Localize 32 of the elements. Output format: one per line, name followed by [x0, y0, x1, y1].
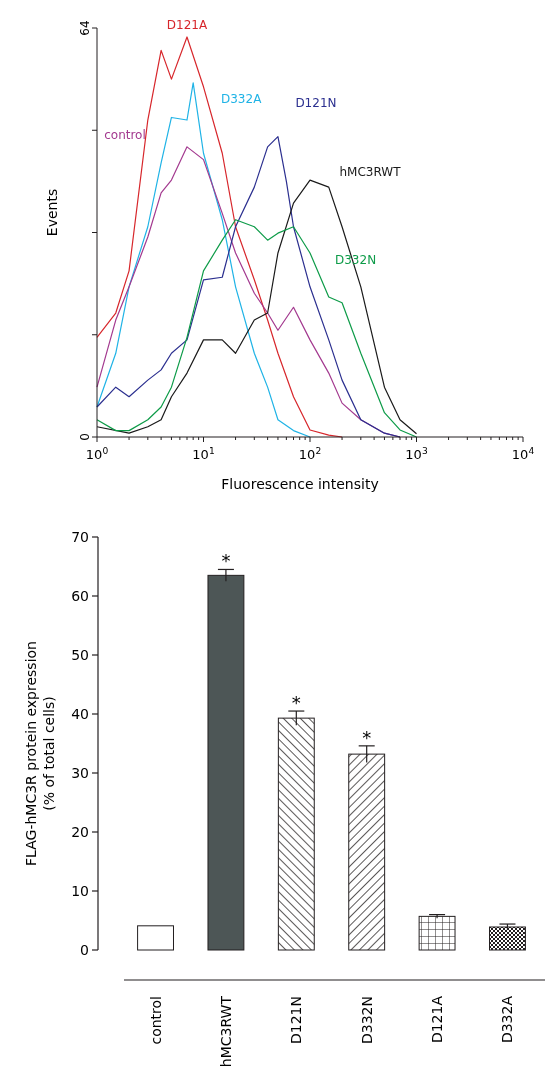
y-tick-label: 70 [71, 529, 89, 545]
y-axis-title: FLAG-hMC3R protein expression (% of total cells) [23, 641, 57, 866]
x-tick-label: 10$^{0}$ [85, 446, 109, 462]
series-label: hMC3RWT [339, 165, 402, 180]
y-tick-label: 60 [71, 588, 89, 604]
x-tick-label: 10$^{4}$ [511, 446, 535, 462]
y-tick-label: 20 [71, 824, 89, 840]
y-tick-label: 40 [71, 706, 89, 722]
x-axis-title: Fluorescence intensity [221, 476, 379, 492]
x-tick-label: D332N [358, 996, 375, 1044]
x-tick-label: 10$^{1}$ [192, 446, 215, 462]
x-tick-label: D121N [288, 996, 305, 1044]
x-tick-label: 10$^{2}$ [298, 446, 322, 462]
y-tick-label: 0 [80, 942, 89, 958]
text: D121N [295, 95, 337, 110]
x-tick-label: D121A [429, 995, 446, 1044]
series-label: D121A [166, 17, 208, 32]
annotation: * [362, 726, 372, 748]
x-tick-label: control [147, 996, 164, 1045]
y-tick-label: 30 [71, 765, 89, 781]
y-axis-title: Events [44, 188, 60, 237]
x-tick-label: 10$^{3}$ [405, 446, 428, 462]
text: D332A [221, 91, 263, 106]
x-tick-label: hMC3RWT [217, 995, 234, 1068]
x-tick-label: D332A [499, 995, 516, 1044]
y-tick-label: 0 [78, 433, 92, 441]
annotation: * [221, 550, 231, 572]
y-tick-label: 64 [78, 20, 92, 36]
y-tick-label: 50 [71, 647, 89, 663]
annotation: * [291, 692, 301, 714]
text: control [104, 127, 146, 142]
y-tick-label: 10 [71, 883, 89, 899]
